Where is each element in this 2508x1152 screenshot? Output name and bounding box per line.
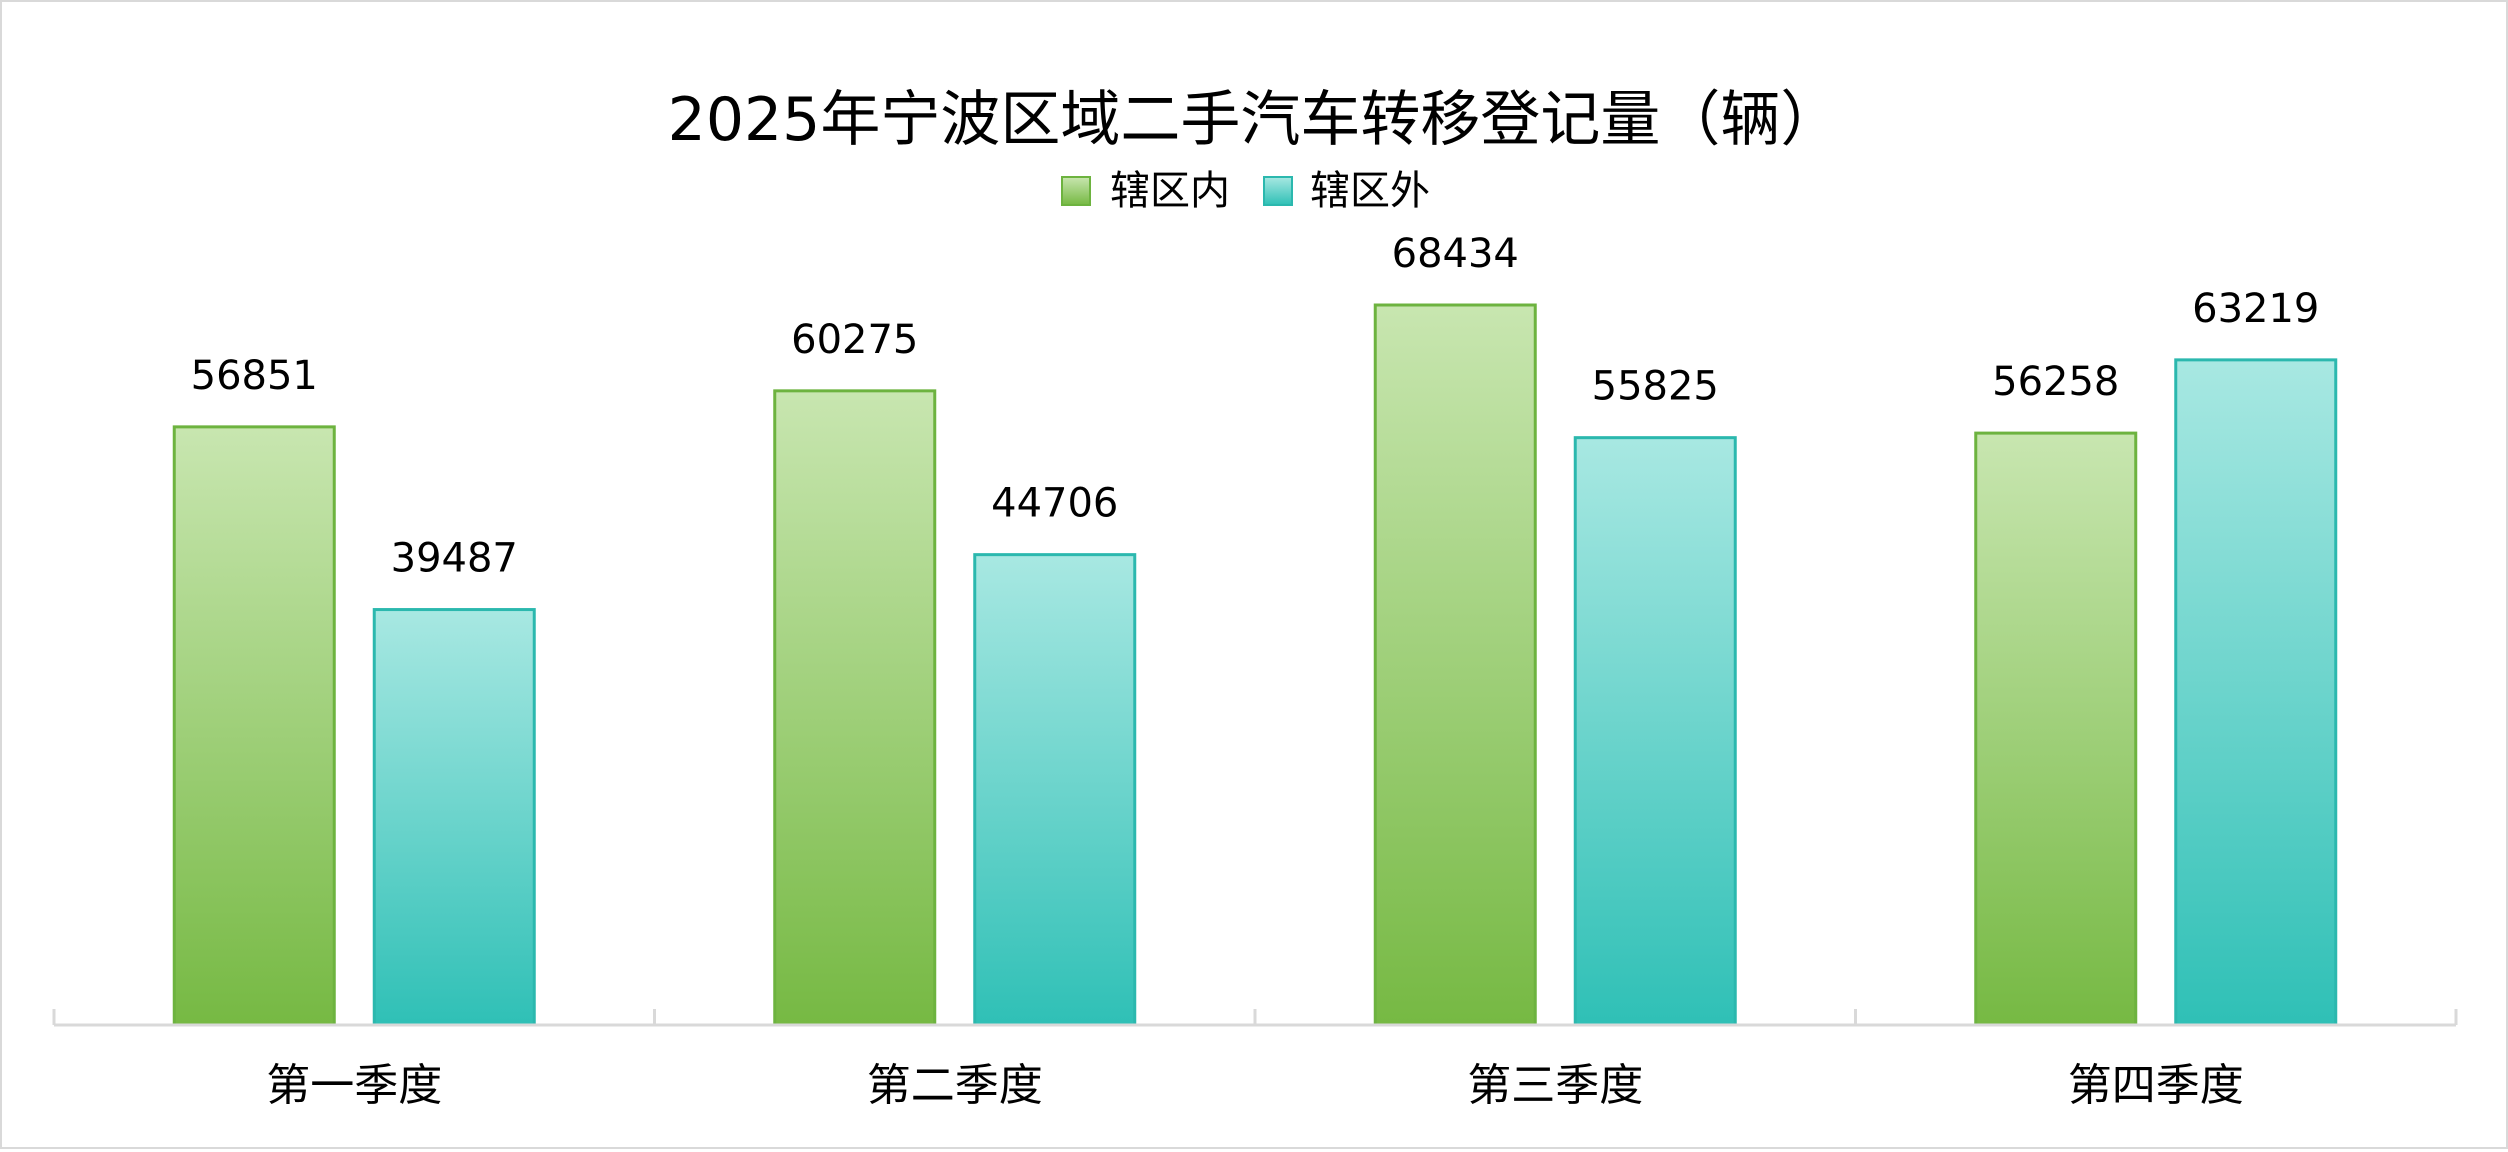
legend-label-1: 辖区外	[1310, 168, 1430, 214]
bar-value-label-0-3: 56258	[1992, 359, 2119, 405]
bar-value-label-1-0: 39487	[391, 536, 518, 582]
x-tick-label-1: 第二季度	[867, 1060, 1043, 1111]
x-tick-label-3: 第四季度	[2068, 1060, 2244, 1111]
chart-title: 2025年宁波区域二手汽车转移登记量（辆）	[668, 85, 1841, 155]
bar-0-1	[773, 389, 937, 1027]
bar-0-3	[1974, 431, 2138, 1027]
x-axis: 第一季度 第二季度 第三季度 第四季度	[52, 1009, 2458, 1111]
bar-value-label-0-0: 56851	[191, 353, 318, 399]
bar-1-3	[2174, 358, 2338, 1027]
legend-swatch-0	[1061, 176, 1091, 206]
bar-1-2	[1573, 436, 1737, 1027]
bar-value-label-0-1: 60275	[791, 317, 918, 363]
bar-0-2	[1373, 303, 1537, 1027]
bar-1-1	[973, 553, 1137, 1027]
legend: 辖区内 辖区外	[1061, 168, 1430, 214]
x-tick-label-0: 第一季度	[266, 1060, 442, 1111]
bar-value-label-0-2: 68434	[1392, 231, 1519, 277]
legend-swatch-1	[1263, 176, 1293, 206]
bar-1-0	[372, 608, 536, 1027]
bar-value-label-1-2: 55825	[1592, 364, 1719, 410]
bar-0-0	[172, 425, 336, 1027]
bars-layer: 56851 39487 60275 44706 68434 55825 56258 63219	[172, 231, 2338, 1027]
bar-value-label-1-3: 63219	[2192, 286, 2319, 332]
legend-label-0: 辖区内	[1110, 168, 1230, 214]
bar-value-label-1-1: 44706	[991, 481, 1118, 527]
x-tick-label-2: 第三季度	[1467, 1060, 1643, 1111]
